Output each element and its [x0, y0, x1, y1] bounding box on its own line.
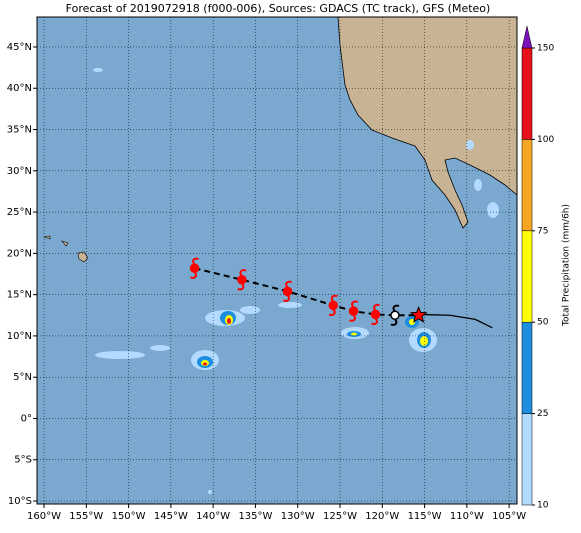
colorbar-tick-label: 75	[537, 226, 548, 236]
x-tick-label: 145°W	[154, 511, 188, 522]
storm-arm	[328, 294, 338, 316]
storm-arm	[370, 303, 381, 326]
storm-eye	[348, 306, 359, 316]
storm-symbol	[237, 269, 247, 291]
storm-arm	[390, 304, 400, 326]
y-tick-label: 25°N	[7, 207, 32, 218]
colorbar-tick-label: 50	[537, 318, 549, 328]
y-tick-label: 30°N	[7, 166, 32, 177]
colorbar-extend	[521, 25, 533, 49]
colorbar-label: Total Precipitation (mm/6h)	[562, 204, 572, 327]
storm-symbol	[390, 304, 400, 326]
colorbar-segment	[521, 230, 533, 323]
y-tick-label: 5°N	[13, 372, 32, 383]
storm-eye	[189, 263, 200, 273]
precipitation	[93, 68, 499, 494]
colorbar-segment	[521, 139, 533, 232]
colorbar-segment	[521, 47, 533, 140]
colorbar-segment	[521, 321, 533, 414]
storm-eye	[282, 286, 293, 297]
x-tick-label: 120°W	[365, 511, 399, 522]
observed-track	[418, 313, 493, 329]
hawaii	[43, 235, 89, 263]
x-tick-label: 105°W	[492, 511, 526, 522]
map-frame	[36, 16, 518, 505]
x-tick-label: 135°W	[238, 511, 272, 522]
storm-arm	[237, 269, 247, 291]
x-tick-label: 110°W	[450, 511, 484, 522]
colorbar-tick-label: 10	[537, 501, 549, 511]
storm-eye	[237, 275, 247, 285]
colorbar-tick-label: 25	[537, 409, 548, 419]
x-tick-label: 115°W	[408, 511, 442, 522]
storm-eye	[390, 310, 400, 321]
x-tick-label: 150°W	[112, 511, 146, 522]
y-tick-label: 10°S	[8, 496, 32, 507]
x-tick-label: 125°W	[323, 511, 357, 522]
storm-arm	[283, 280, 293, 302]
y-tick-label: 40°N	[7, 83, 32, 94]
storm-symbol	[348, 300, 359, 322]
colorbar-tick-label: 150	[537, 44, 554, 54]
map-area	[37, 17, 517, 504]
x-tick-label: 160°W	[27, 511, 61, 522]
y-tick-label: 35°N	[7, 125, 32, 136]
plot-layer	[37, 17, 517, 504]
storm-symbol	[189, 257, 200, 279]
y-tick-label: 10°N	[7, 331, 32, 342]
y-tick-label: 20°N	[7, 248, 32, 259]
colorbar-tick-label: 100	[537, 135, 554, 145]
storm-eye	[328, 300, 338, 311]
storm-arm	[189, 257, 200, 279]
storm-arm	[348, 300, 359, 322]
y-tick-label: 45°N	[7, 42, 32, 53]
storm-eye	[370, 309, 381, 320]
x-tick-label: 155°W	[69, 511, 103, 522]
current-position	[409, 305, 428, 323]
x-tick-label: 130°W	[281, 511, 315, 522]
land	[337, 17, 517, 229]
storm-symbol	[370, 303, 381, 326]
y-tick-label: 5°S	[14, 455, 32, 466]
storm-symbol	[328, 294, 338, 316]
y-tick-label: 0°	[21, 413, 32, 424]
y-tick-label: 15°N	[7, 290, 32, 301]
storm-symbol	[282, 280, 293, 302]
colorbar-segment	[521, 413, 533, 506]
chart-title: Forecast of 2019072918 (f000-006), Sourc…	[66, 2, 491, 15]
x-tick-label: 140°W	[196, 511, 230, 522]
